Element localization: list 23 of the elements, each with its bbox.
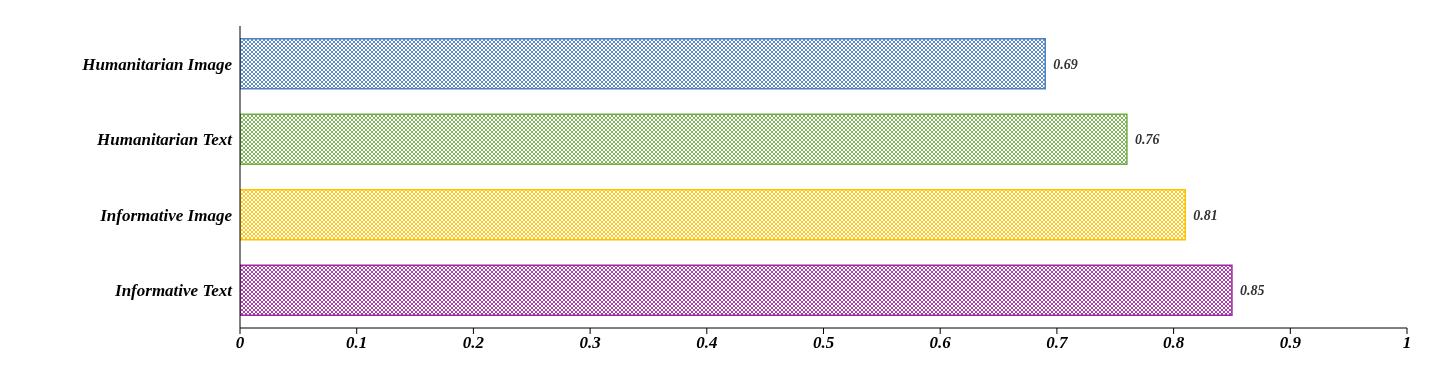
bar [240, 113, 1128, 166]
data-label: 0.69 [1053, 56, 1078, 72]
data-label: 0.76 [1134, 132, 1160, 148]
x-tick-label: 0.3 [579, 333, 602, 353]
x-tick-label: 0.8 [1162, 333, 1185, 353]
x-tick-label: 0.5 [812, 333, 835, 353]
bar [240, 264, 1233, 317]
y-tick-label: Informative Text [114, 281, 234, 301]
y-tick-label: Informative Image [99, 205, 233, 225]
x-tick-label: 1 [1402, 333, 1412, 353]
x-tick-label: 0.4 [696, 333, 718, 353]
x-tick-label: 0.6 [929, 333, 952, 353]
x-tick-label: 0.7 [1046, 333, 1070, 353]
bar [240, 189, 1187, 241]
x-tick-label: 0.1 [346, 333, 368, 353]
data-label: 0.85 [1239, 283, 1265, 299]
x-tick-label: 0.2 [462, 333, 485, 353]
y-tick-label: Humanitarian Text [96, 130, 234, 150]
x-tick-label: 0 [235, 333, 245, 353]
y-tick-label: Humanitarian Image [81, 54, 233, 74]
x-tick-label: 0.9 [1279, 333, 1302, 353]
data-label: 0.81 [1193, 207, 1218, 223]
bar [240, 38, 1046, 90]
